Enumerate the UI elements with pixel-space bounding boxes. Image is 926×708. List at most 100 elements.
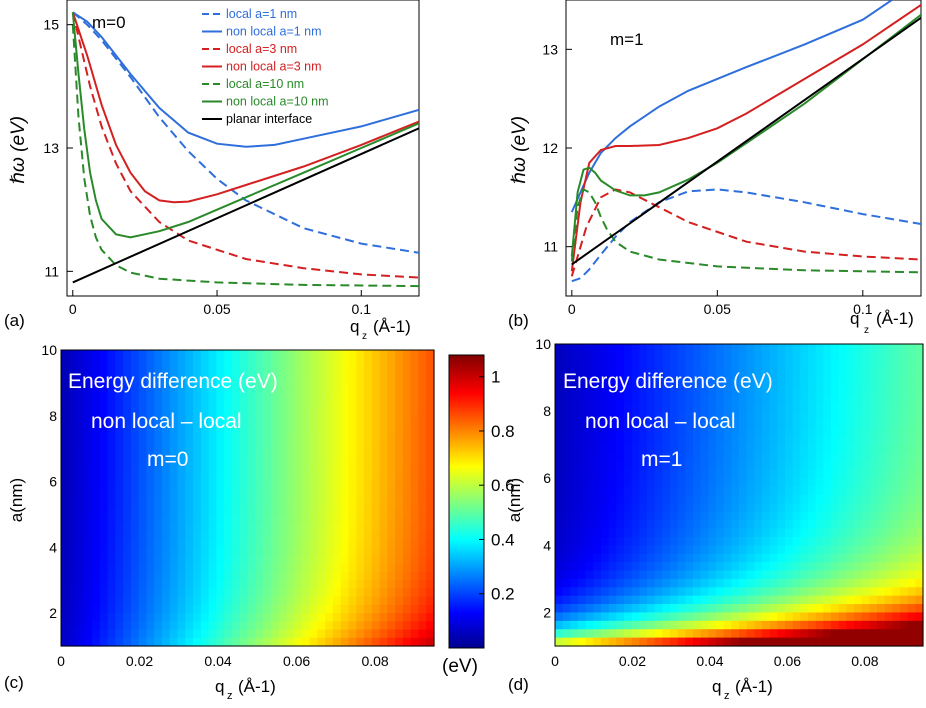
panel-d-heatmap-cell bbox=[808, 461, 817, 471]
panel-d-heatmap-cell bbox=[624, 536, 633, 546]
panel-c-heatmap-cell bbox=[356, 621, 365, 631]
panel-c-heatmap-cell bbox=[169, 456, 179, 466]
panel-d-heatmap-cell bbox=[762, 436, 771, 446]
panel-d-heatmap-cell bbox=[861, 511, 870, 521]
panel-c-heatmap-cell bbox=[309, 432, 319, 442]
panel-c-heatmap-cell bbox=[115, 424, 124, 433]
panel-d-heatmap-cell bbox=[846, 377, 855, 387]
panel-c-heatmap-cell bbox=[410, 555, 420, 565]
panel-d-heatmap-cell bbox=[662, 553, 671, 563]
panel-d-heatmap-cell bbox=[762, 469, 771, 479]
panel-d-heatmap-cell bbox=[562, 536, 571, 546]
panel-d-heatmap-cell bbox=[831, 486, 840, 496]
panel-c-heatmap-cell bbox=[208, 432, 218, 442]
panel-c-heatmap-cell bbox=[224, 448, 233, 458]
panel-d-heatmap-cell bbox=[578, 436, 587, 446]
panel-d-heatmap-cell bbox=[800, 612, 809, 622]
panel-d-heatmap-cell bbox=[884, 427, 893, 437]
panel-d-heatmap-cell bbox=[608, 587, 617, 597]
panel-d-heatmap-cell bbox=[639, 344, 648, 353]
panel-c-heatmap-cell bbox=[115, 440, 124, 450]
panel-d-heatmap-cell bbox=[762, 620, 771, 630]
panel-c-heatmap-cell bbox=[216, 637, 225, 647]
panel-d-heatmap-cell bbox=[570, 427, 579, 437]
panel-d-heatmap-cell bbox=[585, 344, 594, 353]
panel-c-heatmap-cell bbox=[193, 448, 202, 458]
panel-d-heatmap-cell bbox=[754, 369, 763, 379]
panel-c-heatmap-cell bbox=[294, 547, 303, 557]
panel-d-heatmap-cell bbox=[647, 528, 656, 538]
panel-c-heatmap-cell bbox=[92, 563, 101, 573]
panel-d-heatmap-cell bbox=[562, 562, 571, 572]
panel-d-heatmap-cell bbox=[769, 469, 778, 479]
panel-d-heatmap-cell bbox=[785, 436, 794, 446]
panel-c-heatmap-cell bbox=[278, 448, 287, 458]
panel-d-heatmap-cell bbox=[662, 453, 671, 463]
panel-d-heatmap-cell bbox=[608, 419, 617, 429]
panel-c-heatmap-cell bbox=[162, 440, 171, 450]
panel-d-heatmap-cell bbox=[723, 612, 732, 622]
panel-d-heatmap-cell bbox=[838, 344, 847, 353]
panel-c-heatmap-cell bbox=[387, 399, 396, 409]
panel-d-heatmap-cell bbox=[823, 595, 832, 605]
panel-c-ylabel: a(nm) bbox=[7, 478, 26, 522]
panel-c-xtick-label: 0.02 bbox=[126, 653, 153, 669]
panel-d-heatmap-cell bbox=[700, 545, 709, 555]
panel-c-heatmap-cell bbox=[247, 481, 256, 491]
panel-d-heatmap-cell bbox=[593, 570, 602, 580]
panel-d-heatmap-cell bbox=[716, 511, 725, 521]
panel-c-heatmap-cell bbox=[309, 596, 319, 606]
panel-d-heatmap-cell bbox=[601, 402, 610, 412]
panel-d-heatmap-cell bbox=[593, 503, 602, 513]
panel-d-heatmap-cell bbox=[616, 587, 625, 597]
panel-d-heatmap-cell bbox=[616, 578, 625, 588]
panel-d-heatmap-cell bbox=[854, 545, 863, 555]
panel-d-heatmap-cell bbox=[570, 562, 579, 572]
panel-c-heatmap-cell bbox=[387, 613, 396, 622]
panel-c-heatmap-cell bbox=[224, 629, 233, 639]
panel-c-heatmap-cell bbox=[177, 613, 186, 622]
panel-d-heatmap-cell bbox=[578, 469, 587, 479]
panel-d-heatmap-cell bbox=[708, 453, 717, 463]
panel-c-heatmap-cell bbox=[154, 629, 163, 639]
panel-d-heatmap-cell bbox=[846, 562, 855, 572]
panel-d-heatmap-cell bbox=[762, 612, 771, 622]
panel-d-heatmap-cell bbox=[869, 528, 878, 538]
panel-c-heatmap-cell bbox=[247, 629, 256, 639]
panel-d-heatmap-cell bbox=[593, 360, 602, 370]
panel-c-heatmap-cell bbox=[364, 555, 373, 565]
panel-c-heatmap-cell bbox=[379, 465, 388, 474]
panel-c-heatmap-cell bbox=[317, 580, 326, 590]
panel-c-heatmap-cell bbox=[68, 358, 78, 368]
panel-c-heatmap-cell bbox=[193, 621, 202, 631]
panel-c-heatmap-cell bbox=[309, 415, 319, 425]
panel-c-heatmap-cell bbox=[146, 547, 155, 557]
panel-d-heatmap-cell bbox=[654, 369, 663, 379]
panel-d-heatmap-cell bbox=[815, 394, 824, 404]
panel-c-heatmap-cell bbox=[371, 604, 381, 614]
panel-c-heatmap-cell bbox=[395, 613, 404, 622]
panel-d-heatmap-cell bbox=[769, 377, 778, 387]
panel-c-heatmap-cell bbox=[115, 481, 124, 491]
panel-d-heatmap-cell bbox=[900, 444, 909, 454]
panel-d-heatmap-cell bbox=[616, 344, 625, 353]
panel-c-heatmap-cell bbox=[247, 563, 256, 573]
panel-d-heatmap-cell bbox=[831, 444, 840, 454]
panel-d-heatmap-cell bbox=[662, 545, 671, 555]
panel-d-heatmap-cell bbox=[555, 503, 564, 513]
panel-d-heatmap-cell bbox=[670, 419, 679, 429]
panel-c-heatmap-cell bbox=[294, 629, 303, 639]
panel-d-heatmap-cell bbox=[616, 469, 625, 479]
panel-d-heatmap-cell bbox=[562, 444, 571, 454]
panel-c-heatmap-cell bbox=[278, 514, 287, 524]
panel-c-heatmap-cell bbox=[162, 547, 171, 557]
panel-c-heatmap-cell bbox=[61, 637, 70, 647]
panel-d-heatmap-cell bbox=[777, 478, 786, 488]
panel-d-heatmap-cell bbox=[631, 553, 640, 563]
panel-d-heatmap-cell bbox=[831, 369, 840, 379]
panel-d-heatmap-cell bbox=[792, 385, 801, 395]
panel-c-heatmap-cell bbox=[193, 530, 202, 540]
panel-d-heatmap-cell bbox=[555, 637, 564, 647]
panel-d-heatmap-cell bbox=[846, 536, 855, 546]
panel-d-heatmap-cell bbox=[578, 637, 587, 647]
